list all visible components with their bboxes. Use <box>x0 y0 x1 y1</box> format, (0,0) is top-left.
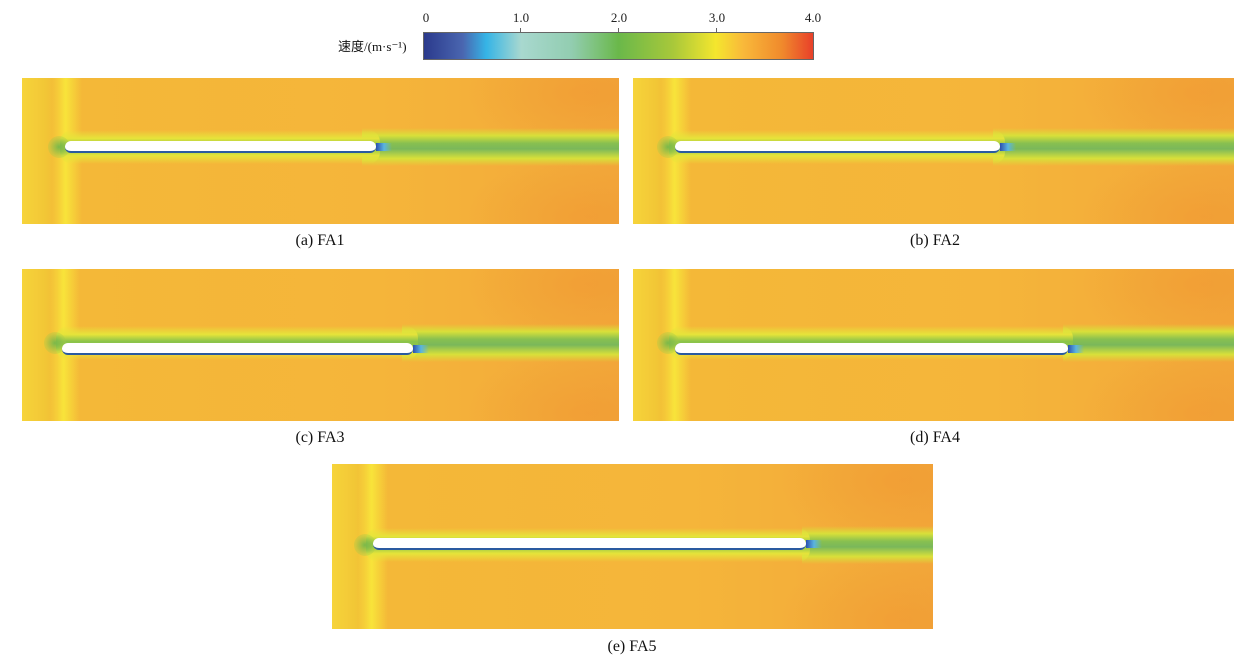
hull-body <box>62 343 413 355</box>
contour-panel-fa2 <box>633 78 1234 224</box>
contour-panel-fa5 <box>332 464 933 629</box>
colorbar-tick: 4.0 <box>804 10 822 25</box>
hull-body <box>65 141 376 153</box>
hull-body <box>675 141 1000 153</box>
colorbar-tick: 2.0 <box>610 10 628 25</box>
caption: (e) FA5 <box>607 638 657 655</box>
colorbar <box>423 32 814 60</box>
hull-body <box>373 538 806 550</box>
colorbar-label: 速度/(m·s⁻¹) <box>338 39 407 54</box>
caption: (d) FA4 <box>910 429 960 446</box>
hull-body <box>675 343 1068 355</box>
colorbar-tick: 0 <box>422 10 430 25</box>
colorbar-tick: 3.0 <box>708 10 726 25</box>
caption: (b) FA2 <box>910 232 960 249</box>
colorbar-tick: 1.0 <box>512 10 530 25</box>
caption: (a) FA1 <box>295 232 345 249</box>
contour-panel-fa1 <box>22 78 619 224</box>
contour-panel-fa3 <box>22 269 619 421</box>
contour-panel-fa4 <box>633 269 1234 421</box>
caption: (c) FA3 <box>295 429 345 446</box>
